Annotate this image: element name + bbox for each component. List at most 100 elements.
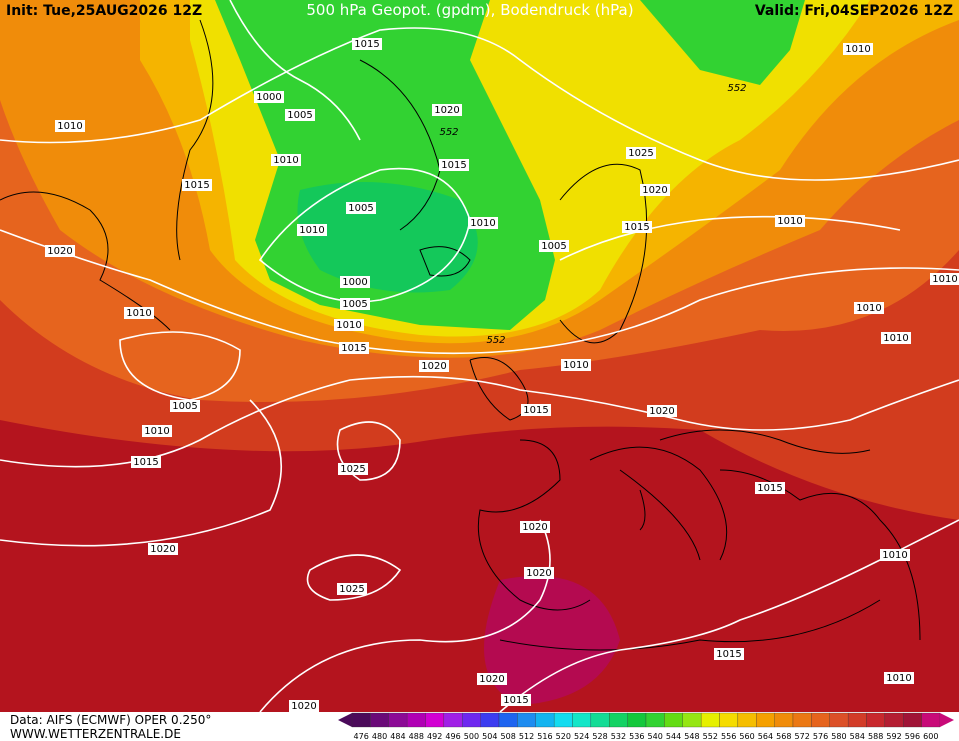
colorbar-swatch (388, 712, 408, 728)
label-box (340, 276, 370, 288)
colorbar-label: 556 (721, 732, 736, 741)
colorbar-label: 572 (795, 732, 810, 741)
isobar-label: 1015 (757, 483, 782, 494)
isobar-label: 1010 (299, 225, 324, 236)
label-box (334, 319, 364, 331)
isobar-label: 1005 (342, 299, 367, 310)
isobar-label: 1020 (526, 568, 551, 579)
colorbar-swatch (737, 712, 757, 728)
colorbar-label: 596 (905, 732, 920, 741)
colorbar-swatch (370, 712, 389, 728)
colorbar-swatch (847, 712, 867, 728)
colorbar-swatch (645, 712, 665, 728)
colorbar-label: 496 (445, 732, 460, 741)
isobar-label: 1025 (339, 584, 364, 595)
colorbar-label: 508 (501, 732, 516, 741)
isobar-label: 1020 (421, 361, 446, 372)
colorbar-label: 536 (629, 732, 644, 741)
label-box (843, 43, 873, 55)
label-box (501, 694, 531, 706)
colorbar-swatch (627, 712, 647, 728)
isobar-label: 552 (727, 83, 746, 94)
isobar-label: 1010 (273, 155, 298, 166)
colorbar-label: 504 (482, 732, 497, 741)
label-box (477, 673, 507, 685)
colorbar-swatch (425, 712, 445, 728)
isobar-label: 552 (439, 127, 458, 138)
isobar-label: 1010 (336, 320, 361, 331)
colorbar-label: 480 (372, 732, 387, 741)
colorbar-arrow (338, 713, 352, 727)
colorbar-swatch (480, 712, 500, 728)
colorbar-swatch (756, 712, 775, 728)
data-source: Data: AIFS (ECMWF) OPER 0.250° (10, 713, 211, 727)
colorbar-label: 476 (354, 732, 369, 741)
colorbar-swatch (682, 712, 702, 728)
isobar-label: 1010 (563, 360, 588, 371)
label-box (419, 360, 449, 372)
colorbar-label: 548 (684, 732, 699, 741)
isobar-label: 1015 (624, 222, 649, 233)
colorbar-label: 568 (776, 732, 791, 741)
isobar-label: 1010 (57, 121, 82, 132)
colorbar-swatch (406, 712, 426, 728)
isobar-label: 1020 (434, 105, 459, 116)
isobar-label: 1015 (184, 180, 209, 191)
colorbar-swatch (811, 712, 830, 728)
isobar-label: 1005 (172, 401, 197, 412)
isobar-label: 1020 (649, 406, 674, 417)
isobar-label: 1000 (256, 92, 281, 103)
valid-time: Valid: Fri,04SEP2026 12Z (755, 3, 953, 19)
isobar-label: 1010 (883, 333, 908, 344)
label-box (297, 224, 327, 236)
label-box (468, 217, 498, 229)
isobar-label: 1025 (340, 464, 365, 475)
colorbar-swatch (590, 712, 610, 728)
map-title: 500 hPa Geopot. (gpdm), Bodendruck (hPa) (306, 1, 633, 19)
label-box (337, 583, 367, 595)
colorbar-label: 500 (464, 732, 479, 741)
label-box (714, 648, 744, 660)
isobar-label: 1015 (354, 39, 379, 50)
isobar-label: 1010 (845, 44, 870, 55)
colorbar-label: 588 (868, 732, 883, 741)
label-box (148, 543, 178, 555)
isobar-label: 1010 (144, 426, 169, 437)
isobar-label: 1015 (523, 405, 548, 416)
colorbar-swatch (609, 712, 628, 728)
isobar-label: 1020 (150, 544, 175, 555)
colorbar-swatch (700, 712, 720, 728)
isobar-label: 1010 (126, 308, 151, 319)
colorbar-swatch (903, 712, 922, 728)
colorbar-label: 488 (409, 732, 424, 741)
colorbar-label: 584 (850, 732, 865, 741)
isobar-label: 552 (486, 335, 505, 346)
isobar-label: 1015 (441, 160, 466, 171)
label-box (338, 463, 368, 475)
colorbar-label: 564 (758, 732, 773, 741)
label-box (432, 104, 462, 116)
label-box (524, 567, 554, 579)
colorbar-swatch (535, 712, 555, 728)
label-box (346, 202, 376, 214)
label-box (622, 221, 652, 233)
colorbar-label: 524 (574, 732, 589, 741)
isobar-label: 1000 (342, 277, 367, 288)
isobar-label: 1010 (470, 218, 495, 229)
colorbar-swatch (443, 712, 463, 728)
colorbar-swatch (866, 712, 886, 728)
label-box (439, 159, 469, 171)
colorbar-arrow (940, 713, 954, 727)
colorbar-swatch (572, 712, 592, 728)
isobar-label: 1010 (777, 216, 802, 227)
isobar-label: 1020 (47, 246, 72, 257)
isobar-label: 1015 (503, 695, 528, 706)
isobar-label: 1010 (932, 274, 957, 285)
label-box (45, 245, 75, 257)
colorbar-label: 516 (537, 732, 552, 741)
colorbar-label: 544 (666, 732, 681, 741)
colorbar-swatch (774, 712, 794, 728)
label-box (521, 404, 551, 416)
isobar-label: 1025 (628, 148, 653, 159)
isobar-label: 1010 (886, 673, 911, 684)
